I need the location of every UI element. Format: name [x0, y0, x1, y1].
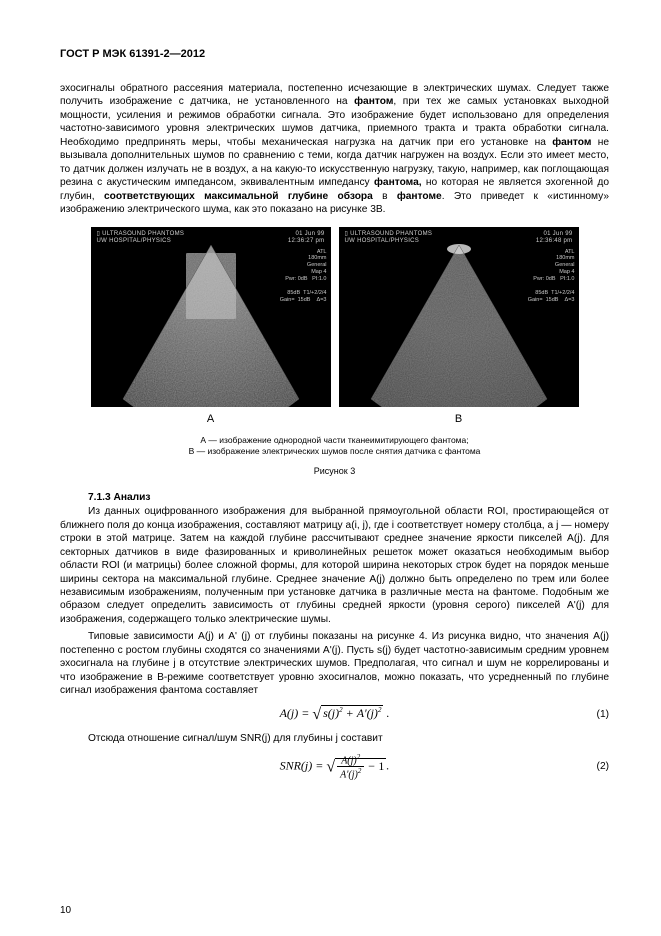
analysis-paragraph-3: Отсюда отношение сигнал/шум SNR(j) для г…: [60, 732, 609, 745]
page-number: 10: [60, 905, 71, 916]
overlay-line: 12:36:27 pm: [288, 238, 325, 244]
ultrasound-panel-b: ▯ ULTRASOUND PHANTOMS UW HOSPITAL/PHYSIC…: [339, 227, 579, 407]
overlay-side: ATL 180mm General Map 4 Pwr: 0dB PI:1.0 …: [528, 249, 575, 304]
overlay-line: ▯ ULTRASOUND PHANTOMS: [345, 231, 433, 237]
overlay-line: 12:36:48 pm: [536, 238, 573, 244]
panel-label-b: В: [335, 413, 583, 425]
figure-panel-labels: А В: [60, 413, 609, 425]
panel-label-a: А: [87, 413, 335, 425]
term-max-depth: соответствующих максимальной глубине обз…: [104, 191, 373, 202]
overlay-line: UW HOSPITAL/PHYSICS: [97, 238, 172, 244]
caption-line-b: В — изображение электрических шумов посл…: [189, 446, 481, 456]
overlay-line: 01 Jun 99: [543, 231, 572, 237]
term-phantom: фантом: [552, 137, 591, 148]
figure-caption: А — изображение однородной части тканеим…: [60, 435, 609, 459]
figure-title: Рисунок 3: [60, 466, 609, 476]
overlay-line: UW HOSPITAL/PHYSICS: [345, 238, 420, 244]
document-header: ГОСТ Р МЭК 61391-2—2012: [60, 48, 609, 60]
analysis-paragraph-1: Из данных оцифрованного изображения для …: [60, 505, 609, 626]
caption-line-a: А — изображение однородной части тканеим…: [200, 435, 468, 445]
figure-3: ▯ ULTRASOUND PHANTOMS UW HOSPITAL/PHYSIC…: [60, 227, 609, 407]
equation-2: SNR(j) = √A(j)2A'(j)2 − 1. (2): [60, 753, 609, 781]
equation-1: A(j) = √s(j)2 + A'(j)2 . (1): [60, 706, 609, 724]
ultrasound-panel-a: ▯ ULTRASOUND PHANTOMS UW HOSPITAL/PHYSIC…: [91, 227, 331, 407]
overlay-top-right: 01 Jun 99 12:36:48 pm: [536, 231, 573, 245]
equation-2-body: SNR(j) = √A(j)2A'(j)2 − 1.: [280, 753, 390, 781]
overlay-side: ATL 180mm General Map 4 Pwr: 0dB PI:1.0 …: [280, 249, 327, 304]
para-text: в: [373, 191, 397, 202]
equation-number: (1): [597, 709, 609, 720]
overlay-line: 01 Jun 99: [295, 231, 324, 237]
overlay-top-left: ▯ ULTRASOUND PHANTOMS UW HOSPITAL/PHYSIC…: [345, 231, 433, 245]
top-paragraph: эхосигналы обратного рассеяния материала…: [60, 82, 609, 217]
analysis-paragraph-2: Типовые зависимости A(j) и A' (j) от глу…: [60, 630, 609, 697]
overlay-line: ▯ ULTRASOUND PHANTOMS: [97, 231, 185, 237]
overlay-top-left: ▯ ULTRASOUND PHANTOMS UW HOSPITAL/PHYSIC…: [97, 231, 185, 245]
page: ГОСТ Р МЭК 61391-2—2012 эхосигналы обрат…: [0, 0, 661, 936]
term-phantom: фантоме: [397, 191, 442, 202]
term-phantom: фантом: [354, 96, 393, 107]
equation-1-body: A(j) = √s(j)2 + A'(j)2 .: [280, 706, 390, 724]
section-heading: 7.1.3 Анализ: [60, 492, 609, 503]
term-phantom: фантома,: [374, 177, 422, 188]
equation-number: (2): [597, 761, 609, 772]
overlay-top-right: 01 Jun 99 12:36:27 pm: [288, 231, 325, 245]
